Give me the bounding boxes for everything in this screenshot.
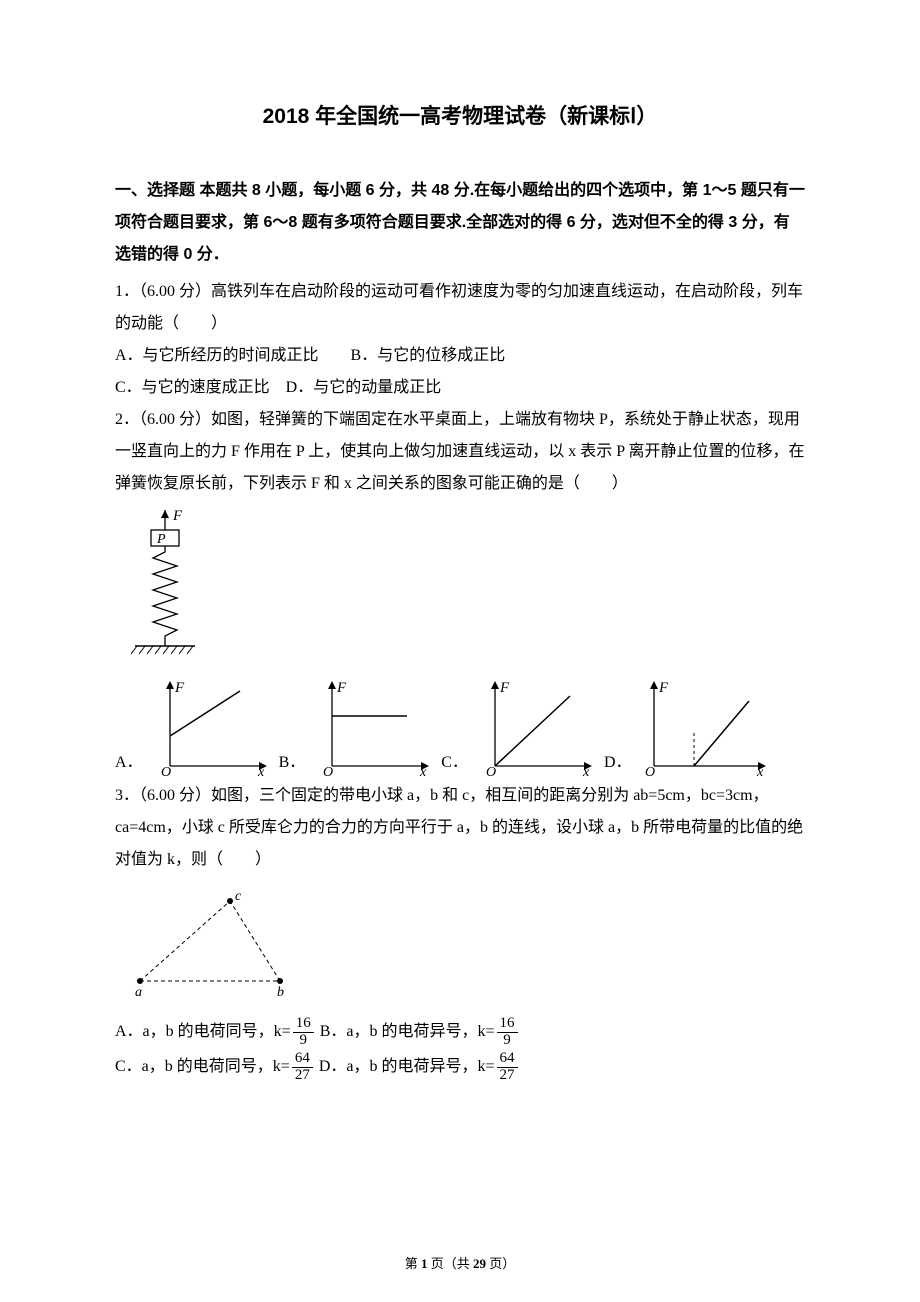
fraction-64-27-c: 6427 [292, 1051, 313, 1084]
q2-stem: 2．（6.00 分）如图，轻弹簧的下端固定在水平桌面上，上端放有物块 P，系统处… [115, 404, 805, 500]
q2-graph-a: F O x [145, 676, 275, 776]
svg-text:O: O [645, 765, 655, 776]
svg-text:F: F [658, 680, 669, 696]
q2-optB-label: B． [279, 748, 308, 776]
q1-options-line2: C．与它的速度成正比 D．与它的动量成正比 [115, 372, 805, 404]
q2-option-a: A． F O x [115, 676, 275, 776]
svg-text:P: P [156, 532, 166, 547]
fraction-16-9-b: 169 [497, 1016, 518, 1049]
q3-optD-text: D．a，b 的电荷异号，k= [319, 1058, 495, 1075]
q2-graph-b: F O x [307, 676, 437, 776]
svg-text:F: F [172, 508, 183, 524]
q2-optD-label: D． [604, 748, 634, 776]
q2-graph-d: F O x [634, 676, 774, 776]
page-footer: 第 1 页（共 29 页） [115, 1253, 805, 1272]
fraction-64-27-d: 6427 [497, 1051, 518, 1084]
q2-option-c: C． F O x [441, 676, 600, 776]
q2-graph-c: F O x [470, 676, 600, 776]
q1-options-line1: A．与它所经历的时间成正比 B．与它的位移成正比 [115, 340, 805, 372]
q2-options: A． F O x B． F O x C． [115, 676, 805, 776]
q2-spring-figure: F P [125, 508, 805, 668]
q3-optC-text: C．a，b 的电荷同号，k= [115, 1058, 290, 1075]
svg-text:F: F [499, 680, 510, 696]
q2-optC-label: C． [441, 748, 470, 776]
q3-options-line1: A．a，b 的电荷同号，k=169 B．a，b 的电荷异号，k=169 [115, 1014, 805, 1049]
svg-text:a: a [135, 985, 142, 1000]
page-title: 2018 年全国统一高考物理试卷（新课标Ⅰ） [115, 100, 805, 130]
svg-text:O: O [323, 765, 333, 776]
q2-option-d: D． F O x [604, 676, 774, 776]
svg-text:x: x [419, 765, 427, 776]
svg-text:x: x [582, 765, 590, 776]
svg-text:x: x [756, 765, 764, 776]
q3-optA-text: A．a，b 的电荷同号，k= [115, 1023, 291, 1040]
q2-optA-label: A． [115, 748, 145, 776]
fraction-16-9-a: 169 [293, 1016, 314, 1049]
svg-text:c: c [235, 889, 242, 904]
q3-options-line2: C．a，b 的电荷同号，k=6427 D．a，b 的电荷异号，k=6427 [115, 1049, 805, 1084]
svg-text:F: F [336, 680, 347, 696]
section-header: 一、选择题 本题共 8 小题，每小题 6 分，共 48 分.在每小题给出的四个选… [115, 175, 805, 271]
svg-text:O: O [486, 765, 496, 776]
q3-triangle-figure: a b c [125, 886, 805, 1006]
svg-text:O: O [161, 765, 171, 776]
svg-text:F: F [174, 680, 185, 696]
svg-text:b: b [277, 985, 284, 1000]
q3-stem: 3．（6.00 分）如图，三个固定的带电小球 a，b 和 c，相互间的距离分别为… [115, 780, 805, 876]
q2-option-b: B． F O x [279, 676, 438, 776]
q1-stem: 1．（6.00 分）高铁列车在启动阶段的运动可看作初速度为零的匀加速直线运动，在… [115, 276, 805, 340]
svg-text:x: x [257, 765, 265, 776]
q3-optB-text: B．a，b 的电荷异号，k= [320, 1023, 495, 1040]
